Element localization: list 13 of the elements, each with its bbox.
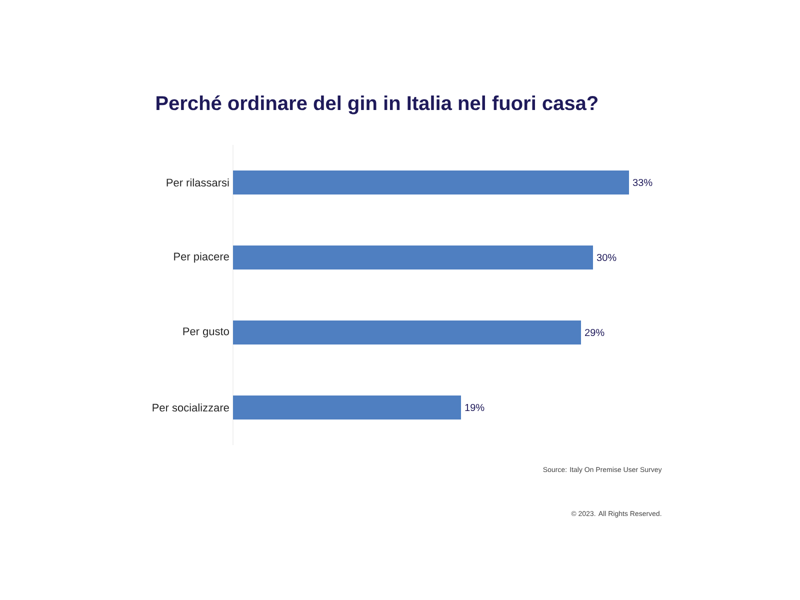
y-tick-label: Per piacere bbox=[174, 252, 229, 263]
y-tick-label: Per gusto bbox=[183, 328, 229, 338]
y-tick-label: Per socializzare bbox=[152, 403, 229, 412]
bar bbox=[233, 246, 594, 270]
data-label: 19% bbox=[465, 404, 484, 412]
data-label: 33% bbox=[632, 178, 652, 186]
chart-title: Perché ordinare del gin in Italia nel fuori casa? bbox=[156, 95, 598, 114]
bar bbox=[233, 396, 462, 420]
bar bbox=[233, 320, 582, 344]
data-label: 30% bbox=[596, 254, 616, 262]
y-tick-label: Per rilassarsi bbox=[166, 178, 229, 187]
bar bbox=[233, 170, 630, 194]
data-label: 29% bbox=[585, 328, 604, 336]
